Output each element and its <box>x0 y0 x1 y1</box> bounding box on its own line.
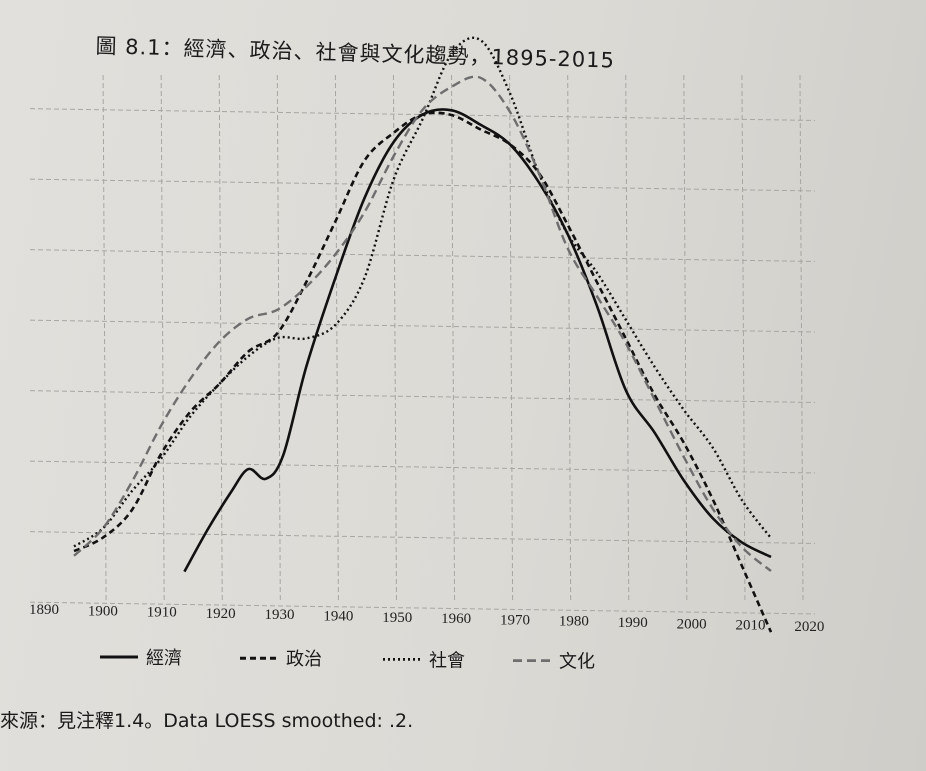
source-note: 來源：見注釋1.4。Data LOESS smoothed: .2. <box>0 710 414 732</box>
x-tick-label: 1950 <box>382 610 412 626</box>
legend: 經濟 政治 社會 文化 <box>100 648 595 673</box>
legend-label-4: 文化 <box>559 652 595 673</box>
x-tick-label: 1990 <box>618 615 648 631</box>
gridline-horizontal <box>29 319 816 333</box>
gridline-vertical <box>683 74 688 601</box>
x-tick-label: 1890 <box>29 602 59 618</box>
gridline-vertical <box>334 74 339 601</box>
gridline-vertical <box>160 74 165 601</box>
gridline-horizontal <box>29 249 816 262</box>
gridline-vertical <box>567 74 572 601</box>
x-tick-label: 1930 <box>265 607 295 623</box>
gridline-vertical <box>218 74 223 601</box>
gridline-vertical <box>799 74 804 601</box>
gridline-vertical <box>451 74 456 601</box>
gridline-horizontal <box>29 601 816 615</box>
gridline-vertical <box>102 74 107 601</box>
gridline-vertical <box>741 74 746 601</box>
x-tick-label: 1980 <box>559 614 589 630</box>
x-tick-label: 2000 <box>677 616 707 632</box>
x-tick-label: 1920 <box>206 606 236 622</box>
x-tick-label: 2020 <box>794 619 824 635</box>
grid <box>29 74 816 615</box>
x-tick-label: 1970 <box>500 612 530 628</box>
legend-label-2: 政治 <box>286 649 322 670</box>
x-tick-label: 1940 <box>323 609 353 625</box>
x-tick-label: 1960 <box>441 611 471 627</box>
gridline-horizontal <box>29 178 816 192</box>
gridline-horizontal <box>29 390 816 403</box>
series-line-2 <box>73 111 773 633</box>
x-tick-label: 2010 <box>736 618 766 634</box>
gridline-horizontal <box>29 531 816 544</box>
legend-label-3: 社會 <box>429 650 465 671</box>
x-tick-label: 1910 <box>147 605 177 621</box>
series-line-3 <box>73 36 772 548</box>
series-line-4 <box>73 75 772 572</box>
gridline-vertical <box>509 74 514 601</box>
legend-label-1: 經濟 <box>146 648 182 669</box>
x-tick-label: 1900 <box>88 603 118 619</box>
series-layer <box>73 36 773 633</box>
series-line-1 <box>183 108 772 573</box>
gridline-horizontal <box>29 460 816 474</box>
x-axis-ticks: 1890 1900 1910 1920 1930 1940 1950 1960 1970 1980… <box>29 602 824 635</box>
